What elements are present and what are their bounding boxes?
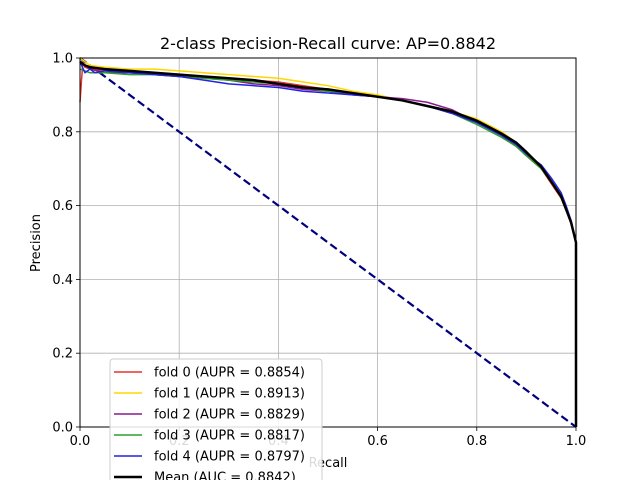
legend-label: fold 1 (AUPR = 0.8913) <box>154 387 305 402</box>
x-tick-label: 0.8 <box>466 434 487 449</box>
y-tick-label: 0.4 <box>52 273 73 288</box>
chance-reference-line <box>79 57 577 428</box>
y-tick-label: 0.2 <box>52 347 73 362</box>
chart-title: 2-class Precision-Recall curve: AP=0.884… <box>160 34 496 53</box>
legend-label: fold 4 (AUPR = 0.8797) <box>154 450 305 465</box>
x-tick-label: 0.0 <box>70 434 91 449</box>
y-tick-label: 0.8 <box>52 125 73 140</box>
y-axis-label: Precision <box>29 214 44 272</box>
y-tick-label: 1.0 <box>52 52 73 67</box>
plot-lines <box>79 57 578 428</box>
legend-box <box>109 358 323 480</box>
legend-label: fold 2 (AUPR = 0.8829) <box>154 408 305 423</box>
y-tick-label: 0.6 <box>52 199 73 214</box>
legend-label: fold 3 (AUPR = 0.8817) <box>154 429 305 444</box>
x-tick-label: 0.6 <box>367 434 388 449</box>
y-tick-label: 0.0 <box>52 421 73 436</box>
legend-label: fold 0 (AUPR = 0.8854) <box>154 366 305 381</box>
x-tick-label: 1.0 <box>566 434 587 449</box>
legend: fold 0 (AUPR = 0.8854) fold 1 (AUPR = 0.8… <box>109 358 323 480</box>
mean-curve <box>79 60 578 427</box>
legend-label: Mean (AUC = 0.8842) <box>154 471 296 480</box>
axes-frame <box>79 57 577 428</box>
